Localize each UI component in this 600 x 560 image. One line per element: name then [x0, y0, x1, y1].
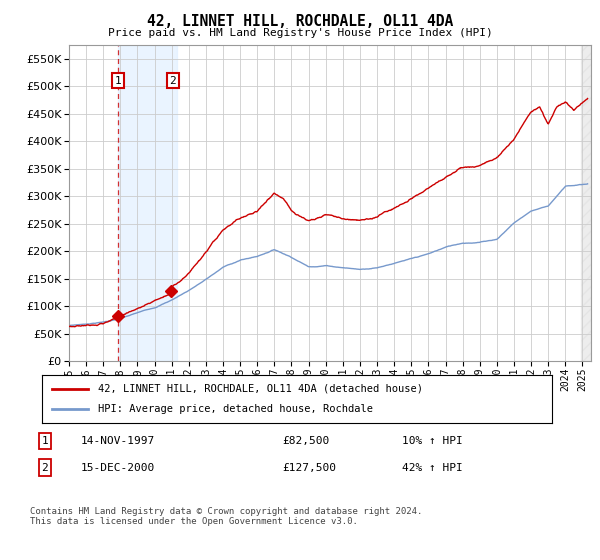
Text: 1: 1 — [115, 76, 121, 86]
Text: 1: 1 — [41, 436, 49, 446]
Text: 42, LINNET HILL, ROCHDALE, OL11 4DA: 42, LINNET HILL, ROCHDALE, OL11 4DA — [147, 14, 453, 29]
Text: HPI: Average price, detached house, Rochdale: HPI: Average price, detached house, Roch… — [98, 404, 373, 414]
Text: £127,500: £127,500 — [282, 463, 336, 473]
Text: 42, LINNET HILL, ROCHDALE, OL11 4DA (detached house): 42, LINNET HILL, ROCHDALE, OL11 4DA (det… — [98, 384, 423, 394]
Text: 14-NOV-1997: 14-NOV-1997 — [81, 436, 155, 446]
Text: 42% ↑ HPI: 42% ↑ HPI — [402, 463, 463, 473]
Text: 10% ↑ HPI: 10% ↑ HPI — [402, 436, 463, 446]
Text: Price paid vs. HM Land Registry's House Price Index (HPI): Price paid vs. HM Land Registry's House … — [107, 28, 493, 38]
Text: 2: 2 — [41, 463, 49, 473]
Text: 15-DEC-2000: 15-DEC-2000 — [81, 463, 155, 473]
Text: 2: 2 — [169, 76, 176, 86]
Text: Contains HM Land Registry data © Crown copyright and database right 2024.
This d: Contains HM Land Registry data © Crown c… — [30, 507, 422, 526]
Bar — [118, 45, 177, 361]
Text: £82,500: £82,500 — [282, 436, 329, 446]
